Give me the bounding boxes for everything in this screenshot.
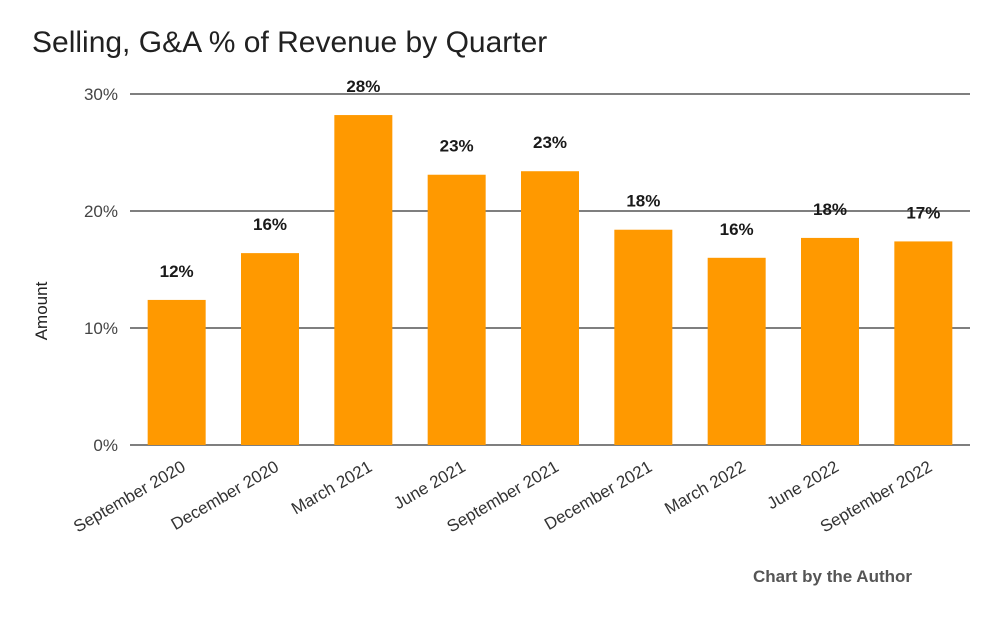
bar (801, 237, 859, 445)
bar (614, 229, 673, 445)
y-axis-ticks: 0% 10% 20% 30% (84, 85, 118, 455)
y-tick-label: 10% (84, 319, 118, 338)
bars (147, 115, 953, 446)
data-label: 23% (533, 133, 567, 152)
bar (427, 174, 486, 446)
x-tick-label: March 2022 (661, 457, 748, 518)
data-label: 18% (626, 192, 660, 211)
bar (521, 171, 579, 445)
data-label: 16% (720, 220, 754, 239)
y-tick-label: 20% (84, 202, 118, 221)
bar (334, 115, 393, 445)
x-tick-label: June 2021 (390, 457, 468, 513)
data-label: 16% (253, 215, 287, 234)
chart-credit: Chart by the Author (753, 567, 912, 586)
x-tick-label: March 2021 (288, 457, 375, 518)
bar (894, 241, 953, 445)
chart-title: Selling, G&A % of Revenue by Quarter (32, 26, 548, 59)
y-tick-label: 0% (93, 436, 118, 455)
bar (241, 253, 299, 445)
data-label: 23% (440, 137, 474, 156)
y-tick-label: 30% (84, 85, 118, 104)
y-axis-label: Amount (32, 281, 51, 340)
data-label: 28% (346, 77, 380, 96)
data-label: 18% (813, 200, 847, 219)
bar (707, 257, 766, 445)
data-label: 17% (906, 203, 940, 222)
data-label: 12% (160, 262, 194, 281)
x-tick-label: June 2022 (764, 457, 842, 513)
bar (147, 299, 206, 445)
data-labels: 12% 16% 28% 23% 23% 18% 16% 18% 17% (160, 77, 941, 281)
